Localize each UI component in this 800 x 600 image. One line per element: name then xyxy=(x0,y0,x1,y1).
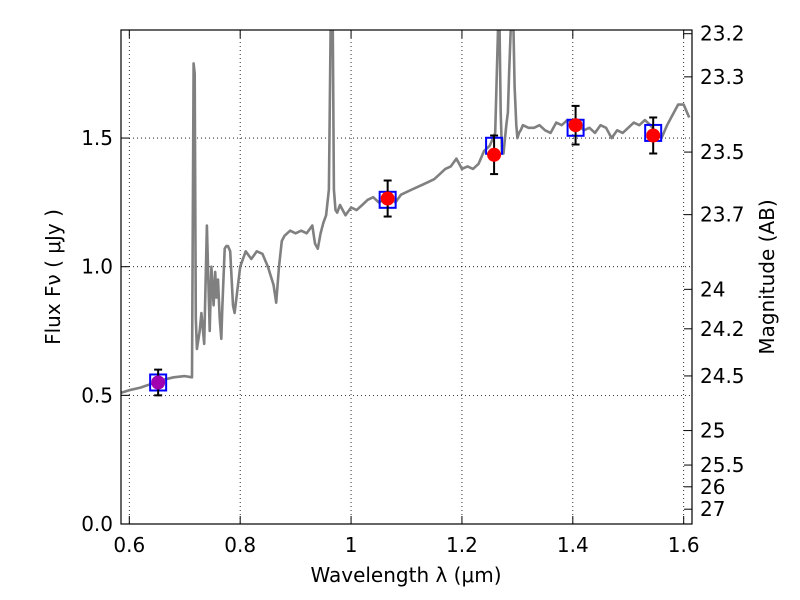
tick-labels: 0.6 0.8 1 1.2 1.4 1.6 0.0 0.5 1.0 1.5 23.2 23.3 23.5… xyxy=(81,22,744,557)
x-axis-label: Wavelength λ (μm) xyxy=(310,563,501,587)
mag-tick-label: 24.2 xyxy=(700,317,745,341)
mag-tick-label: 24 xyxy=(700,277,725,301)
mag-tick-label: 23.7 xyxy=(700,203,745,227)
observed-photometry-point xyxy=(380,191,395,206)
mag-tick-label: 25.5 xyxy=(700,453,745,477)
mag-tick-label: 23.3 xyxy=(700,65,745,89)
y-tick-label: 0.5 xyxy=(81,383,113,407)
plot-frame xyxy=(120,29,693,525)
x-tick-label: 1.4 xyxy=(557,533,589,557)
y-axis-label: Flux Fν ( μJy ) xyxy=(41,209,65,345)
observed-photometry-point xyxy=(151,375,166,390)
mag-tick-label: 25 xyxy=(700,419,725,443)
observed-photometry-point xyxy=(568,118,583,133)
mag-tick-label: 26 xyxy=(700,475,725,499)
y-tick-label: 1.0 xyxy=(81,255,113,279)
mag-tick-label: 23.2 xyxy=(700,22,745,46)
x-tick-label: 0.6 xyxy=(113,533,145,557)
observed-photometry-point xyxy=(646,128,661,143)
y2-axis-label: Magnitude (AB) xyxy=(755,199,779,354)
mag-tick-label: 24.5 xyxy=(700,364,745,388)
x-tick-label: 0.8 xyxy=(224,533,256,557)
y-tick-label: 1.5 xyxy=(81,126,113,150)
axis-ticks xyxy=(121,30,692,525)
mag-tick-label: 23.5 xyxy=(700,140,745,164)
x-tick-label: 1.2 xyxy=(446,533,478,557)
mag-tick-label: 27 xyxy=(700,497,725,521)
observed-photometry-point xyxy=(487,147,502,162)
y-tick-label: 0.0 xyxy=(81,512,113,536)
plot-layer xyxy=(121,30,691,397)
x-tick-label: 1 xyxy=(345,533,358,557)
x-tick-label: 1.6 xyxy=(668,533,700,557)
